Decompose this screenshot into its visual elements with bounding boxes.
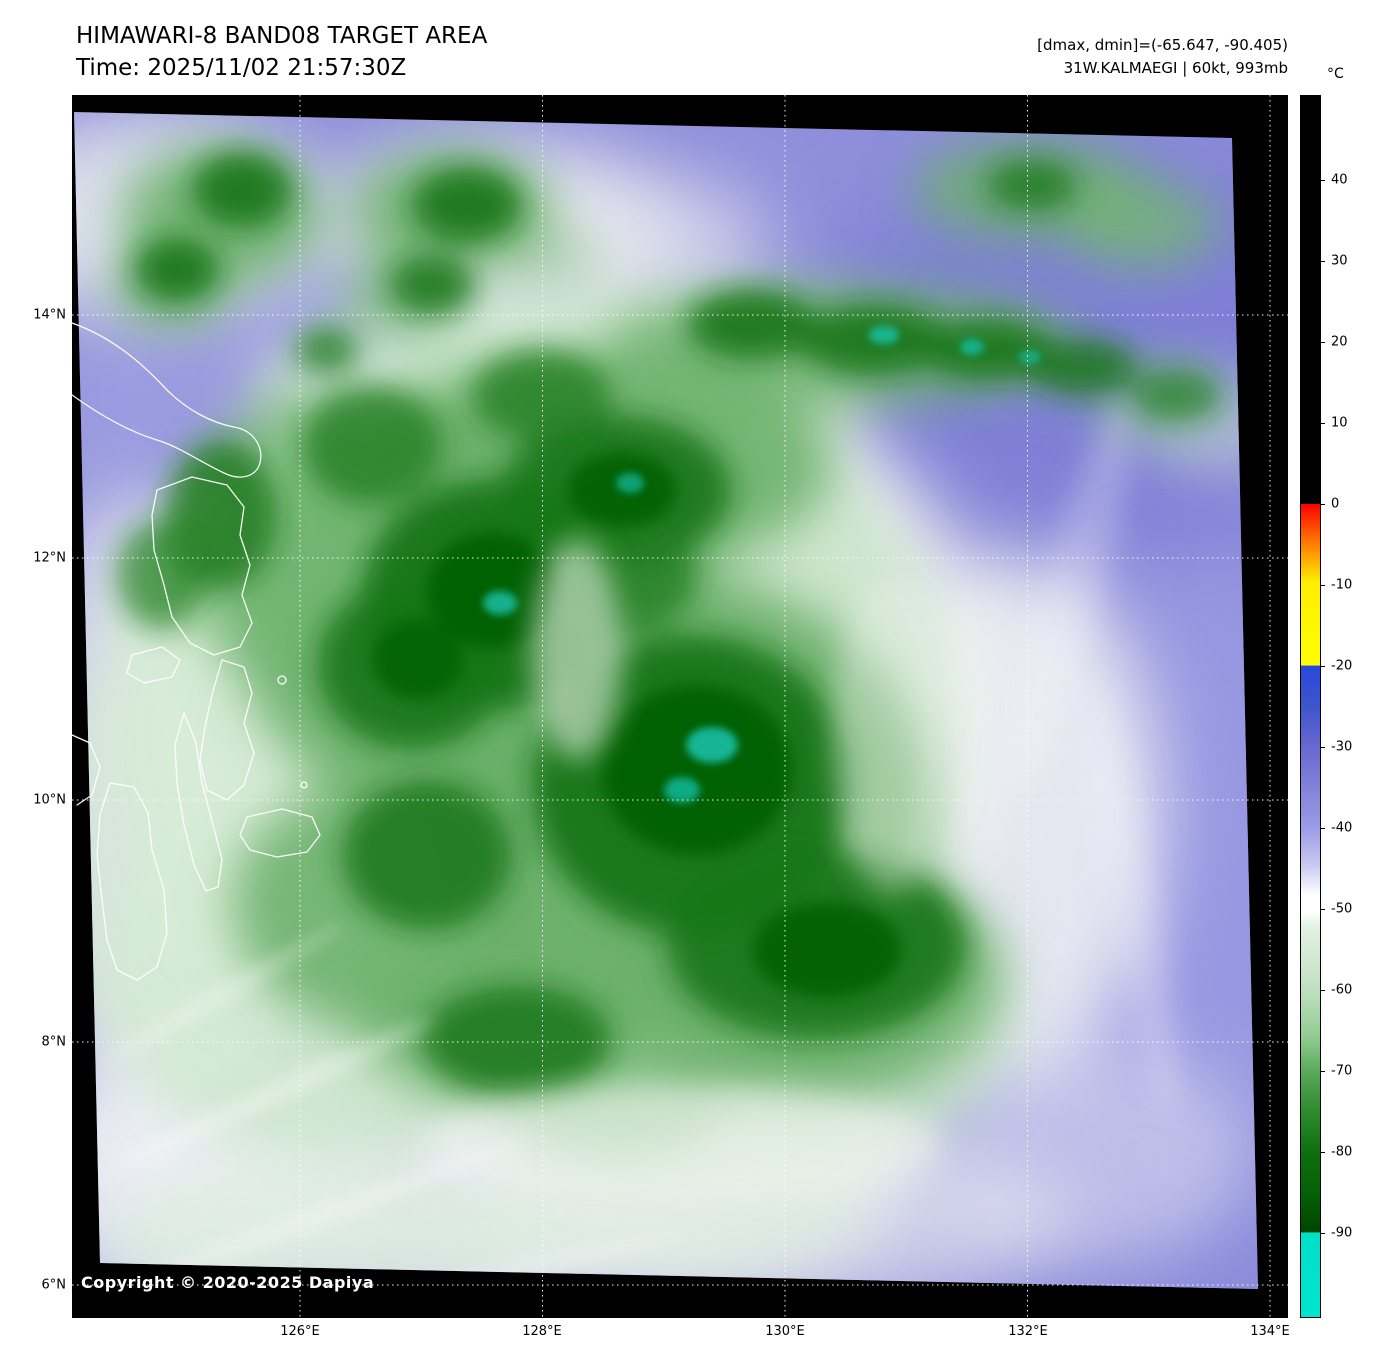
lat-label-14n: 14°N xyxy=(33,307,66,323)
lat-label-6n: 6°N xyxy=(41,1277,67,1293)
colorbar-tick-label: -50 xyxy=(1331,901,1353,917)
lon-label-126e: 126°E xyxy=(280,1324,320,1339)
colorbar-tick xyxy=(1321,909,1325,910)
colorbar-tick-label: -10 xyxy=(1331,577,1353,593)
colorbar-tick xyxy=(1321,504,1325,505)
lon-label-130e: 130°E xyxy=(765,1324,805,1339)
colorbar-tick xyxy=(1321,990,1325,991)
colorbar-tick xyxy=(1321,261,1325,262)
colorbar-tick-label: -90 xyxy=(1331,1225,1353,1241)
colorbar-tick-label: -40 xyxy=(1331,820,1353,836)
header-right: [dmax, dmin]=(-65.647, -90.405) 31W.KALM… xyxy=(1037,34,1288,79)
colorbar-unit-label: °C xyxy=(1327,66,1344,82)
colorbar-tick-label: -70 xyxy=(1331,1063,1353,1079)
lon-label-134e: 134°E xyxy=(1250,1324,1290,1339)
lat-label-10n: 10°N xyxy=(33,792,66,808)
colorbar-tick xyxy=(1321,828,1325,829)
dmax-dmin-label: [dmax, dmin]=(-65.647, -90.405) xyxy=(1037,36,1288,54)
coastlines xyxy=(72,322,321,981)
colorbar-tick xyxy=(1321,666,1325,667)
lon-label-128e: 128°E xyxy=(522,1324,562,1339)
colorbar-tick xyxy=(1321,423,1325,424)
figure-title: HIMAWARI-8 BAND08 TARGET AREA xyxy=(76,23,488,49)
copyright-label: Copyright © 2020-2025 Dapiya xyxy=(81,1273,375,1292)
colorbar-tick xyxy=(1321,342,1325,343)
gridlines xyxy=(72,95,1288,1318)
colorbar-tick xyxy=(1321,1233,1325,1234)
satellite-image xyxy=(72,95,1288,1318)
colorbar-tick-label: 0 xyxy=(1331,496,1340,512)
satellite-plot: Copyright © 2020-2025 Dapiya xyxy=(72,95,1288,1318)
time-label: Time: 2025/11/02 21:57:30Z xyxy=(76,55,407,81)
colorbar-tick-label: 30 xyxy=(1331,253,1348,269)
storm-info-label: 31W.KALMAEGI | 60kt, 993mb xyxy=(1063,58,1288,77)
colorbar-tick-label: 40 xyxy=(1331,172,1348,188)
colorbar-tick-label: -30 xyxy=(1331,739,1353,755)
colorbar-tick-label: -80 xyxy=(1331,1144,1353,1160)
colorbar xyxy=(1300,95,1321,1318)
lat-label-8n: 8°N xyxy=(41,1034,67,1050)
colorbar-tick-label: 20 xyxy=(1331,334,1348,350)
lon-label-132e: 132°E xyxy=(1008,1324,1048,1339)
colorbar-tick xyxy=(1321,180,1325,181)
colorbar-tick-label: 10 xyxy=(1331,415,1348,431)
colorbar-tick xyxy=(1321,1152,1325,1153)
cloud-field xyxy=(74,112,1258,1289)
colorbar-tick-label: -20 xyxy=(1331,658,1353,674)
colorbar-tick xyxy=(1321,585,1325,586)
colorbar-tick-label: -60 xyxy=(1331,982,1353,998)
lat-label-12n: 12°N xyxy=(33,550,66,566)
colorbar-tick xyxy=(1321,747,1325,748)
colorbar-tick xyxy=(1321,1071,1325,1072)
